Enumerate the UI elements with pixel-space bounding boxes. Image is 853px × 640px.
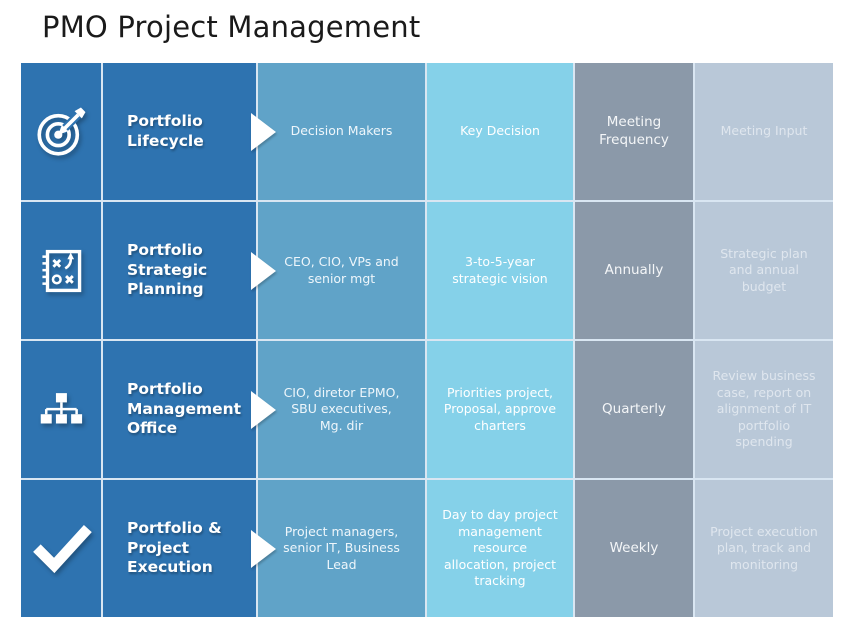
- row-label-portfolio-project-execution: Portfolio & Project Execution: [103, 480, 276, 617]
- arrow-right-icon: [251, 529, 276, 568]
- row-label-text: Portfolio Strategic Planning: [127, 240, 208, 299]
- decision-makers-cell: CEO, CIO, VPs and senior mgt: [258, 202, 425, 339]
- target-icon: [37, 107, 86, 156]
- cell-text: Key Decision: [460, 123, 540, 139]
- cell-text: 3-to-5-year strategic vision: [452, 254, 548, 286]
- row-label-portfolio-strategic-planning: Portfolio Strategic Planning: [103, 202, 276, 339]
- meeting-input-cell: Strategic plan and annual budget: [695, 202, 833, 339]
- row-label-text: Portfolio Management Office: [127, 379, 242, 438]
- pmo-table: Portfolio Lifecycle Decision Makers Key …: [21, 63, 833, 617]
- decision-makers-cell: Decision Makers: [258, 63, 425, 200]
- cell-text: CIO, diretor EPMO, SBU executives, Mg. d…: [283, 384, 400, 433]
- meeting-frequency-cell: Meeting Frequency: [575, 63, 693, 200]
- cell-text: Meeting Frequency: [599, 113, 669, 148]
- cell-text: Weekly: [609, 539, 659, 556]
- key-decision-cell: Day to day project management resource a…: [427, 480, 573, 617]
- arrow-right-icon: [251, 390, 276, 429]
- cell-text: Annually: [604, 261, 664, 278]
- row-icon-cell: [21, 341, 101, 478]
- cell-text: Meeting Input: [720, 123, 808, 139]
- meeting-frequency-cell: Quarterly: [575, 341, 693, 478]
- arrow-right-icon: [251, 112, 276, 151]
- meeting-frequency-cell: Annually: [575, 202, 693, 339]
- check-icon: [33, 524, 92, 573]
- cell-text: CEO, CIO, VPs and senior mgt: [284, 254, 399, 286]
- page-title: PMO Project Management: [42, 10, 421, 44]
- cell-text: Quarterly: [602, 400, 666, 417]
- row-icon-cell: [21, 63, 101, 200]
- key-decision-cell: 3-to-5-year strategic vision: [427, 202, 573, 339]
- row-label-portfolio-management-office: Portfolio Management Office: [103, 341, 276, 478]
- cell-text: Day to day project management resource a…: [442, 507, 558, 589]
- row-label-text: Portfolio & Project Execution: [127, 518, 222, 577]
- cell-text: Review business case, report on alignmen…: [712, 368, 816, 450]
- cell-text: Strategic plan and annual budget: [720, 245, 808, 294]
- key-decision-cell: Key Decision: [427, 63, 573, 200]
- cell-text: Priorities project, Proposal, approve ch…: [443, 384, 557, 433]
- meeting-input-cell: Meeting Input: [695, 63, 833, 200]
- key-decision-cell: Priorities project, Proposal, approve ch…: [427, 341, 573, 478]
- strategy-icon: [42, 249, 82, 292]
- row-label-text: Portfolio Lifecycle: [127, 111, 204, 150]
- decision-makers-cell: Project managers, senior IT, Business Le…: [258, 480, 425, 617]
- row-icon-cell: [21, 202, 101, 339]
- row-icon-cell: [21, 480, 101, 617]
- meeting-input-cell: Review business case, report on alignmen…: [695, 341, 833, 478]
- cell-text: Project execution plan, track and monito…: [710, 523, 818, 572]
- meeting-input-cell: Project execution plan, track and monito…: [695, 480, 833, 617]
- decision-makers-cell: CIO, diretor EPMO, SBU executives, Mg. d…: [258, 341, 425, 478]
- cell-text: Project managers, senior IT, Business Le…: [283, 523, 400, 572]
- cell-text: Decision Makers: [290, 123, 393, 139]
- meeting-frequency-cell: Weekly: [575, 480, 693, 617]
- row-label-portfolio-lifecycle: Portfolio Lifecycle: [103, 63, 276, 200]
- org-chart-icon: [40, 392, 83, 423]
- arrow-right-icon: [251, 251, 276, 290]
